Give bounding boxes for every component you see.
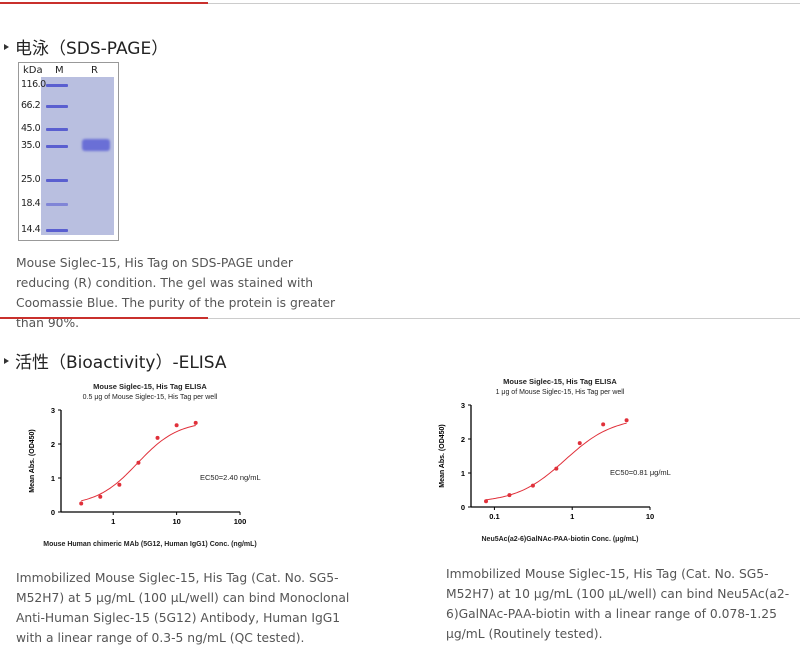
chart-title: Mouse Siglec-15, His Tag ELISA: [503, 377, 617, 386]
elisa-caption-1: Immobilized Mouse Siglec-15, His Tag (Ca…: [16, 571, 350, 645]
y-tick-label: 0: [51, 508, 55, 517]
y-axis-label: Mean Abs. (OD450): [29, 429, 36, 493]
data-point: [507, 493, 512, 498]
marker-band: [46, 84, 68, 87]
data-point: [601, 422, 606, 427]
data-point: [624, 418, 629, 423]
elisa-caption-2: Immobilized Mouse Siglec-15, His Tag (Ca…: [446, 567, 790, 641]
data-point: [117, 482, 122, 487]
data-point: [136, 460, 141, 465]
gel-lane-m: M: [55, 65, 64, 76]
x-tick-label: 10: [172, 517, 180, 526]
gel-unit-label: kDa: [23, 65, 43, 76]
marker-label: 116.0: [21, 79, 46, 90]
marker-band: [46, 105, 68, 108]
x-axis-label: Mouse Human chimeric MAb (5G12, Human Ig…: [43, 541, 257, 548]
sds-page-gel-image: kDa M R 116.0 66.2 45.0 35.0 25.0 18.4 1…: [18, 62, 119, 241]
sds-section-title: 电泳（SDS-PAGE）: [4, 34, 168, 59]
data-point: [98, 494, 103, 499]
marker-band: [46, 203, 68, 206]
x-tick-label: 0.1: [489, 512, 499, 521]
y-tick-label: 1: [461, 469, 465, 478]
chart-subtitle: 1 μg of Mouse Siglec-15, His Tag per wel…: [496, 389, 625, 396]
elisa-chart-1: Mouse Siglec-15, His Tag ELISA 0.5 μg of …: [29, 382, 261, 548]
y-tick-label: 3: [461, 401, 465, 410]
marker-label: 45.0: [21, 123, 41, 134]
fit-curve: [485, 422, 627, 501]
ec50-annotation: EC50=2.40 ng/mL: [200, 473, 261, 482]
sample-band: [82, 139, 110, 151]
marker-label: 14.4: [21, 224, 41, 235]
x-tick-label: 1: [570, 512, 574, 521]
y-axis-label: Mean Abs. (OD450): [439, 424, 446, 488]
chart-subtitle: 0.5 μg of Mouse Siglec-15, His Tag per w…: [83, 394, 218, 401]
y-tick-label: 3: [51, 406, 55, 415]
elisa-chart-2: Mouse Siglec-15, His Tag ELISA 1 μg of Mo…: [439, 377, 671, 543]
gel-lane-r: R: [91, 65, 98, 76]
section-divider: [0, 317, 800, 319]
marker-label: 66.2: [21, 100, 41, 111]
y-tick-label: 1: [51, 474, 55, 483]
bullet-triangle-icon: [4, 357, 9, 364]
sds-title-text: 电泳（SDS-PAGE）: [15, 39, 169, 59]
gel-lane-area: [41, 77, 114, 235]
marker-band: [46, 145, 68, 148]
elisa-section-title: 活性（Bioactivity）-ELISA: [4, 348, 227, 373]
y-tick-label: 2: [461, 435, 465, 444]
marker-band: [46, 229, 68, 232]
sds-caption: Mouse Siglec-15, His Tag on SDS-PAGE und…: [16, 256, 336, 330]
data-point: [79, 501, 84, 506]
x-tick-label: 100: [234, 517, 247, 526]
x-tick-label: 1: [111, 517, 115, 526]
x-tick-label: 10: [646, 512, 654, 521]
marker-label: 18.4: [21, 198, 41, 209]
chart-title: Mouse Siglec-15, His Tag ELISA: [93, 382, 207, 391]
data-point: [554, 466, 559, 471]
data-point: [530, 483, 535, 488]
data-point: [484, 499, 489, 504]
marker-band: [46, 128, 68, 131]
data-point: [174, 423, 179, 428]
y-tick-label: 2: [51, 440, 55, 449]
top-divider: [0, 2, 800, 4]
marker-label: 35.0: [21, 140, 41, 151]
marker-label: 25.0: [21, 174, 41, 185]
bullet-triangle-icon: [4, 43, 9, 50]
data-point: [193, 420, 198, 425]
y-tick-label: 0: [461, 503, 465, 512]
data-point: [577, 441, 582, 446]
x-axis-label: Neu5Ac(a2-6)GalNAc-PAA-biotin Conc. (μg/…: [482, 536, 639, 543]
data-point: [155, 435, 160, 440]
elisa-title-text: 活性（Bioactivity）-ELISA: [15, 353, 227, 373]
ec50-annotation: EC50=0.81 μg/mL: [610, 468, 671, 477]
marker-band: [46, 179, 68, 182]
